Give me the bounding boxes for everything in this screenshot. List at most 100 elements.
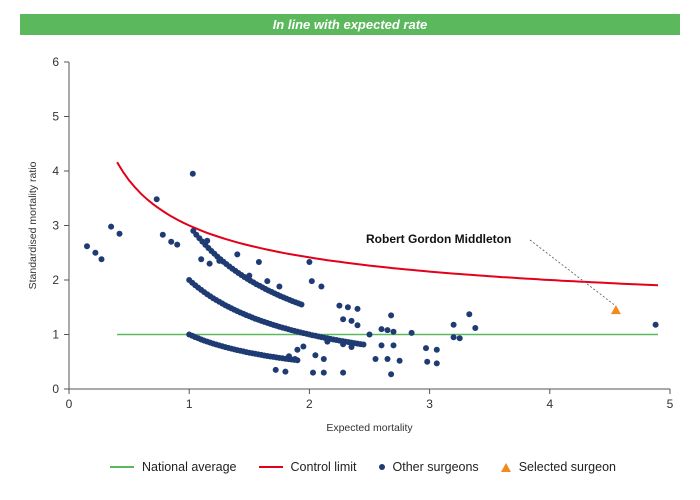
other-surgeon-point: [153, 196, 160, 203]
other-surgeon-point: [174, 241, 181, 248]
other-surgeon-point: [294, 346, 301, 353]
x-tick-label: 2: [306, 397, 313, 411]
other-surgeon-point: [344, 304, 351, 311]
other-surgeon-point: [340, 369, 347, 376]
y-tick-label: 1: [52, 328, 59, 342]
other-surgeon-point: [216, 257, 223, 264]
legend-control-limit: Control limit: [258, 460, 357, 474]
other-surgeon-point: [92, 249, 99, 256]
other-surgeons-swatch: [378, 464, 385, 470]
other-surgeon-point: [286, 353, 292, 360]
other-surgeon-point: [340, 341, 347, 348]
other-surgeon-point: [98, 256, 105, 263]
other-surgeon-point: [298, 301, 305, 308]
legend-national-average: National average: [110, 460, 237, 474]
chart-legend: National average Control limit Other sur…: [110, 460, 616, 474]
other-surgeon-point: [472, 325, 479, 331]
other-surgeon-point: [189, 170, 196, 177]
other-surgeon-point: [292, 356, 298, 362]
other-surgeon-point: [310, 369, 316, 376]
x-tick-label: 3: [426, 397, 433, 411]
selected-surgeon-swatch: [500, 462, 511, 472]
selected-surgeon-name: Robert Gordon Middleton: [366, 232, 511, 246]
other-surgeon-point: [390, 342, 397, 349]
y-tick-label: 0: [52, 382, 59, 396]
other-surgeon-point: [168, 238, 175, 245]
other-surgeon-point: [652, 321, 659, 328]
other-surgeon-point: [456, 335, 463, 342]
other-surgeon-point: [466, 311, 473, 318]
legend-selected-surgeon: Selected surgeon: [500, 460, 616, 474]
y-tick-label: 2: [52, 273, 59, 287]
other-surgeon-point: [408, 329, 415, 336]
other-surgeon-point: [318, 283, 325, 290]
other-surgeon-point: [450, 334, 457, 341]
y-tick-label: 5: [52, 110, 59, 124]
other-surgeon-point: [433, 346, 440, 353]
other-surgeon-point: [308, 278, 315, 285]
selected-surgeon-point: [610, 305, 621, 315]
other-surgeon-point: [282, 368, 289, 375]
other-surgeon-point: [396, 357, 403, 364]
other-surgeon-point: [246, 272, 253, 279]
national-average-swatch: [110, 466, 134, 468]
other-surgeon-point: [159, 231, 166, 238]
other-surgeon-point: [384, 327, 391, 334]
other-surgeon-point: [84, 243, 90, 250]
other-surgeon-point: [276, 283, 283, 290]
annotation-leader-line: [529, 239, 617, 307]
y-axis-title: Standardised mortality ratio: [27, 161, 39, 289]
legend-other-surgeons: Other surgeons: [378, 460, 479, 474]
other-surgeon-point: [320, 356, 327, 362]
legend-national-average-label: National average: [142, 460, 237, 474]
other-surgeon-point: [206, 260, 213, 267]
other-surgeon-point: [348, 317, 355, 324]
other-surgeon-point: [264, 278, 271, 285]
other-surgeon-point: [354, 322, 361, 329]
other-surgeon-point: [255, 259, 262, 265]
x-tick-label: 5: [667, 397, 674, 411]
x-axis-title: Expected mortality: [326, 422, 413, 434]
x-tick-label: 0: [66, 397, 73, 411]
other-surgeon-point: [320, 369, 327, 376]
other-surgeon-point: [198, 256, 205, 263]
other-surgeon-point: [384, 356, 391, 362]
other-surgeon-point: [390, 328, 397, 335]
control-limit-swatch: [258, 466, 283, 468]
result-banner: In line with expected rate: [20, 14, 680, 35]
other-surgeon-point: [340, 316, 347, 323]
control-limit-curve: [116, 161, 659, 287]
other-surgeon-point: [354, 305, 361, 312]
other-surgeon-point: [360, 341, 367, 348]
legend-selected-surgeon-label: Selected surgeon: [518, 460, 616, 474]
legend-other-surgeons-label: Other surgeons: [392, 460, 479, 474]
other-surgeon-point: [366, 331, 373, 338]
other-surgeon-point: [324, 338, 331, 345]
x-tick-label: 4: [546, 397, 553, 411]
legend-control-limit-label: Control limit: [290, 460, 357, 474]
other-surgeon-point: [388, 371, 395, 378]
other-surgeon-point: [272, 366, 279, 373]
other-surgeon-point: [372, 356, 379, 362]
other-surgeon-point: [378, 326, 385, 333]
other-surgeon-point: [312, 352, 319, 359]
other-surgeon-point: [423, 345, 429, 352]
other-surgeon-point: [378, 342, 385, 349]
other-surgeon-point: [234, 251, 241, 258]
other-surgeon-point: [300, 343, 307, 350]
other-surgeon-point: [204, 237, 211, 244]
other-surgeon-point: [116, 230, 123, 237]
other-surgeon-point: [450, 321, 457, 328]
other-surgeon-point: [433, 360, 440, 367]
x-tick-label: 1: [186, 397, 193, 411]
other-surgeon-point: [108, 223, 115, 230]
other-surgeon-point: [388, 312, 395, 319]
other-surgeon-point: [424, 358, 431, 365]
other-surgeon-point: [306, 259, 313, 265]
y-tick-label: 4: [52, 164, 59, 178]
y-tick-label: 3: [52, 219, 59, 233]
other-surgeon-point: [348, 344, 355, 350]
other-surgeon-point: [336, 302, 343, 309]
y-tick-label: 6: [52, 55, 59, 69]
